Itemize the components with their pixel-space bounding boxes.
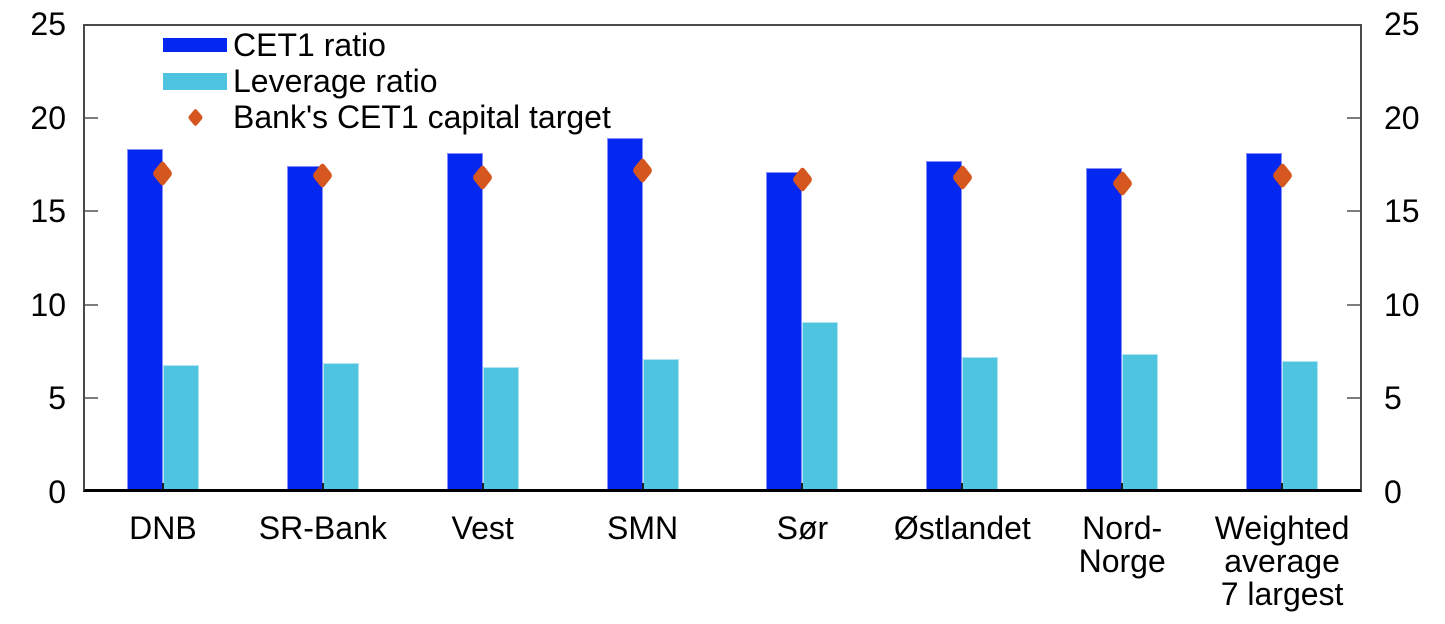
y-axis-tick-label-right: 15 bbox=[1384, 193, 1420, 230]
x-axis-tick-mark bbox=[321, 483, 324, 492]
y-axis-tick-label-right: 10 bbox=[1384, 286, 1420, 323]
cet1-ratio-bar bbox=[1246, 153, 1283, 492]
category-label-line: Østlandet bbox=[893, 510, 1031, 546]
cet1-ratio-bar bbox=[1086, 168, 1123, 492]
cet1-ratio-bar bbox=[606, 138, 643, 492]
y-axis-tick-mark-left bbox=[83, 116, 98, 119]
leverage-ratio-bar bbox=[1282, 361, 1319, 492]
cet1-ratio-swatch bbox=[163, 38, 227, 52]
x-axis-tick-mark bbox=[801, 483, 804, 492]
legend-swatch-wrap bbox=[163, 38, 227, 52]
cet1-ratio-bar bbox=[286, 166, 323, 492]
y-axis-tick-label-right: 20 bbox=[1384, 99, 1420, 136]
leverage-ratio-bar bbox=[962, 357, 999, 492]
y-axis-tick-label-left: 25 bbox=[30, 6, 66, 42]
category-label-line: Nord- bbox=[1082, 510, 1163, 546]
x-axis-category-label: Vest bbox=[373, 512, 593, 545]
y-axis-tick-mark-left bbox=[83, 397, 98, 400]
category-label-line: SMN bbox=[607, 510, 679, 546]
x-axis-category-label: DNB bbox=[53, 512, 273, 545]
x-axis-tick-mark bbox=[641, 483, 644, 492]
category-label-line: Norge bbox=[1078, 543, 1166, 579]
category-label-line: Weighted bbox=[1214, 510, 1350, 546]
x-axis-category-label: SR-Bank bbox=[213, 512, 433, 545]
legend-swatch-wrap bbox=[163, 107, 227, 127]
category-label-line: average bbox=[1224, 543, 1340, 579]
y-axis-tick-label-right: 25 bbox=[1384, 6, 1420, 42]
category-label-line: SR-Bank bbox=[258, 510, 387, 546]
category-label-line: DNB bbox=[129, 510, 197, 546]
y-axis-tick-label-right: 0 bbox=[1384, 474, 1402, 510]
cet1-ratio-bar bbox=[766, 171, 803, 492]
y-axis-tick-label-right: 5 bbox=[1384, 380, 1402, 417]
y-axis-tick-mark-right bbox=[1347, 116, 1362, 119]
x-axis-tick-mark bbox=[961, 483, 964, 492]
y-axis-tick-label-left: 0 bbox=[48, 474, 66, 510]
category-label-line: Vest bbox=[451, 510, 514, 546]
diamond-marker-icon bbox=[187, 107, 203, 127]
cet1-ratio-bar bbox=[126, 149, 163, 492]
y-axis-tick-label-left: 5 bbox=[48, 380, 66, 417]
category-label-line: 7 largest bbox=[1220, 576, 1344, 612]
y-axis-tick-label-left: 15 bbox=[30, 193, 66, 230]
x-axis-tick-mark bbox=[161, 483, 164, 492]
leverage-ratio-bar bbox=[482, 366, 519, 492]
legend-label-cet1-target: Bank's CET1 capital target bbox=[233, 98, 611, 135]
cet1-ratio-bar bbox=[446, 153, 483, 492]
legend-label-cet1-ratio: CET1 ratio bbox=[233, 26, 386, 63]
x-axis-category-label: SMN bbox=[533, 512, 753, 545]
x-axis-tick-mark bbox=[481, 483, 484, 492]
leverage-ratio-swatch bbox=[163, 72, 227, 90]
x-axis-category-label: Sør bbox=[692, 512, 912, 545]
x-axis-tick-mark bbox=[1281, 483, 1284, 492]
leverage-ratio-bar bbox=[802, 321, 839, 492]
y-axis-tick-mark-left bbox=[83, 303, 98, 306]
x-axis-category-label: Nord- Norge bbox=[1012, 512, 1232, 578]
y-axis-tick-label-left: 20 bbox=[30, 99, 66, 136]
legend-item-cet1-target: Bank's CET1 capital target bbox=[163, 99, 611, 135]
legend-label-leverage-ratio: Leverage ratio bbox=[233, 62, 438, 99]
x-axis-tick-mark bbox=[1121, 483, 1124, 492]
x-axis-category-label: Østlandet bbox=[852, 512, 1072, 545]
leverage-ratio-bar bbox=[642, 359, 679, 492]
y-axis-tick-mark-left bbox=[83, 210, 98, 213]
legend-swatch-wrap bbox=[163, 72, 227, 90]
leverage-ratio-bar bbox=[162, 364, 199, 492]
leverage-ratio-bar bbox=[322, 362, 359, 492]
category-label-line: Sør bbox=[776, 510, 829, 546]
y-axis-tick-label-left: 10 bbox=[30, 286, 66, 323]
legend-item-leverage-ratio: Leverage ratio bbox=[163, 63, 611, 99]
legend: CET1 ratio Leverage ratio Bank's CET1 ca… bbox=[163, 27, 611, 135]
y-axis-tick-mark-right bbox=[1347, 303, 1362, 306]
cet1-ratio-bar bbox=[926, 160, 963, 492]
leverage-ratio-bar bbox=[1122, 353, 1159, 492]
plot-area bbox=[83, 24, 1362, 492]
legend-item-cet1-ratio: CET1 ratio bbox=[163, 27, 611, 63]
y-axis-tick-mark-right bbox=[1347, 210, 1362, 213]
y-axis-tick-mark-right bbox=[1347, 397, 1362, 400]
x-axis-category-label: Weighted average 7 largest bbox=[1172, 512, 1392, 611]
